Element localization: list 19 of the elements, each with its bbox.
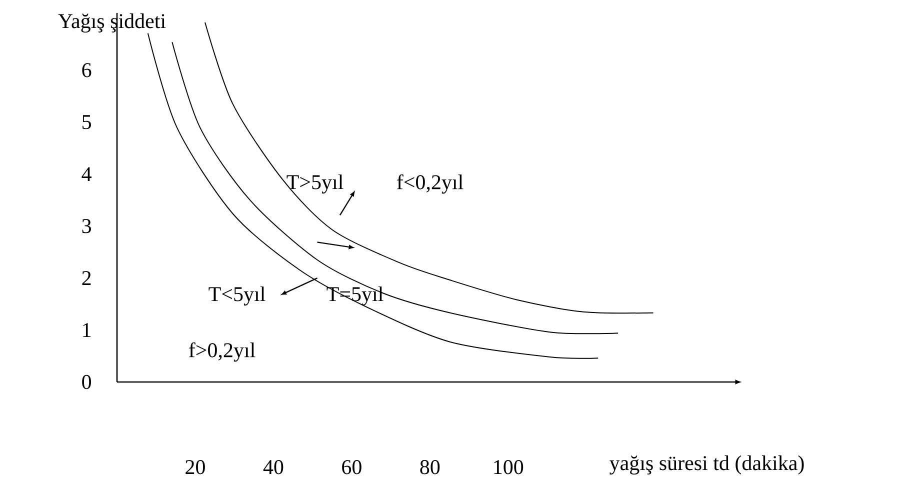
annotation: f>0,2yıl [189,342,256,362]
x-tick-label: 20 [186,460,205,474]
annotation: T>5yıl [286,174,344,194]
y-tick-label: 3 [82,219,91,234]
y-tick-label: 4 [82,167,92,182]
y-tick-label: 5 [82,115,91,130]
line-series [204,22,654,314]
y-tick-label: 2 [82,271,91,285]
x-axis-title: yağış süresi td (dakika) [610,455,804,475]
x-tick-label: 60 [342,460,362,474]
x-tick-label: 80 [420,460,440,474]
y-tick-label: 6 [82,63,92,78]
x-tick-label: 100 [494,460,524,474]
line-series [172,42,619,334]
annotation: T<5yıl [208,286,266,306]
y-tick-label: 0 [82,374,92,390]
y-tick-label: 1 [83,323,91,337]
annotation: f<0,2yıl [397,174,464,194]
x-tick-label: 40 [263,460,284,474]
